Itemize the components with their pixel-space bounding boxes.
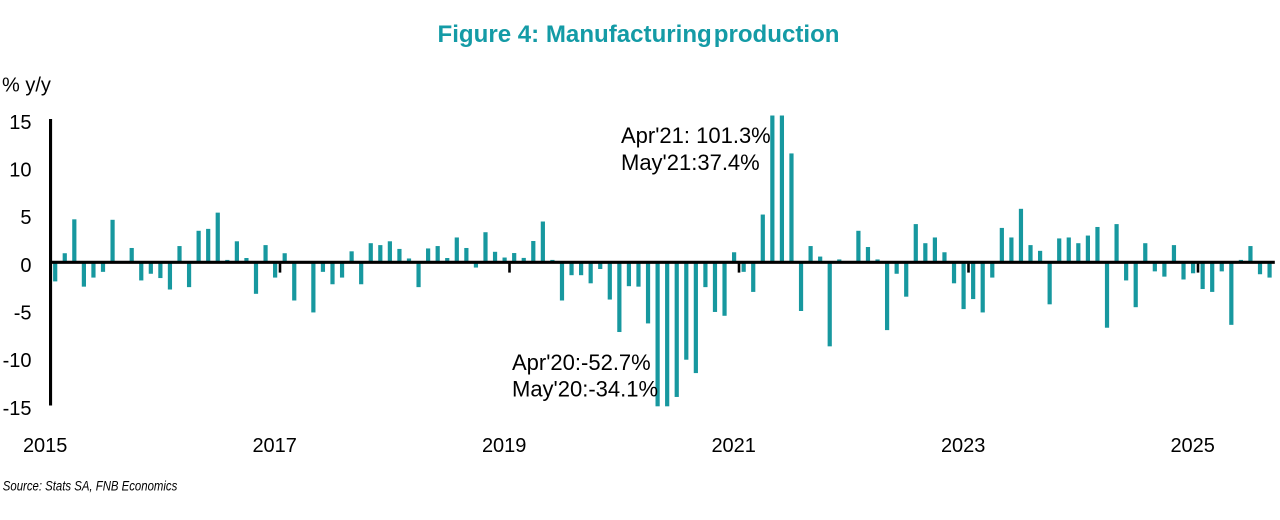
svg-text:Source: Stats SA, FNB Economic: Source: Stats SA, FNB Economics [3, 478, 178, 493]
svg-text:5: 5 [20, 207, 31, 229]
svg-text:2025: 2025 [1170, 435, 1215, 457]
svg-text:0: 0 [20, 255, 31, 277]
svg-text:Apr'21: 101.3%: Apr'21: 101.3% [621, 123, 771, 148]
svg-text:2019: 2019 [482, 435, 527, 457]
svg-text:2015: 2015 [23, 435, 68, 457]
svg-text:-10: -10 [3, 350, 32, 372]
svg-text:2023: 2023 [941, 435, 986, 457]
svg-text:2021: 2021 [711, 435, 756, 457]
svg-text:May'20:-34.1%: May'20:-34.1% [512, 376, 658, 401]
svg-text:-5: -5 [14, 303, 32, 325]
svg-text:Figure 4: Manufacturing produc: Figure 4: Manufacturing production [438, 21, 840, 48]
svg-text:10: 10 [9, 160, 31, 182]
svg-text:May'21:37.4%: May'21:37.4% [621, 150, 760, 175]
svg-text:15: 15 [9, 112, 31, 134]
svg-text:% y/y: % y/y [2, 75, 51, 97]
svg-text:Apr'20:-52.7%: Apr'20:-52.7% [512, 350, 651, 375]
svg-text:-15: -15 [3, 398, 32, 420]
svg-text:2017: 2017 [252, 435, 297, 457]
